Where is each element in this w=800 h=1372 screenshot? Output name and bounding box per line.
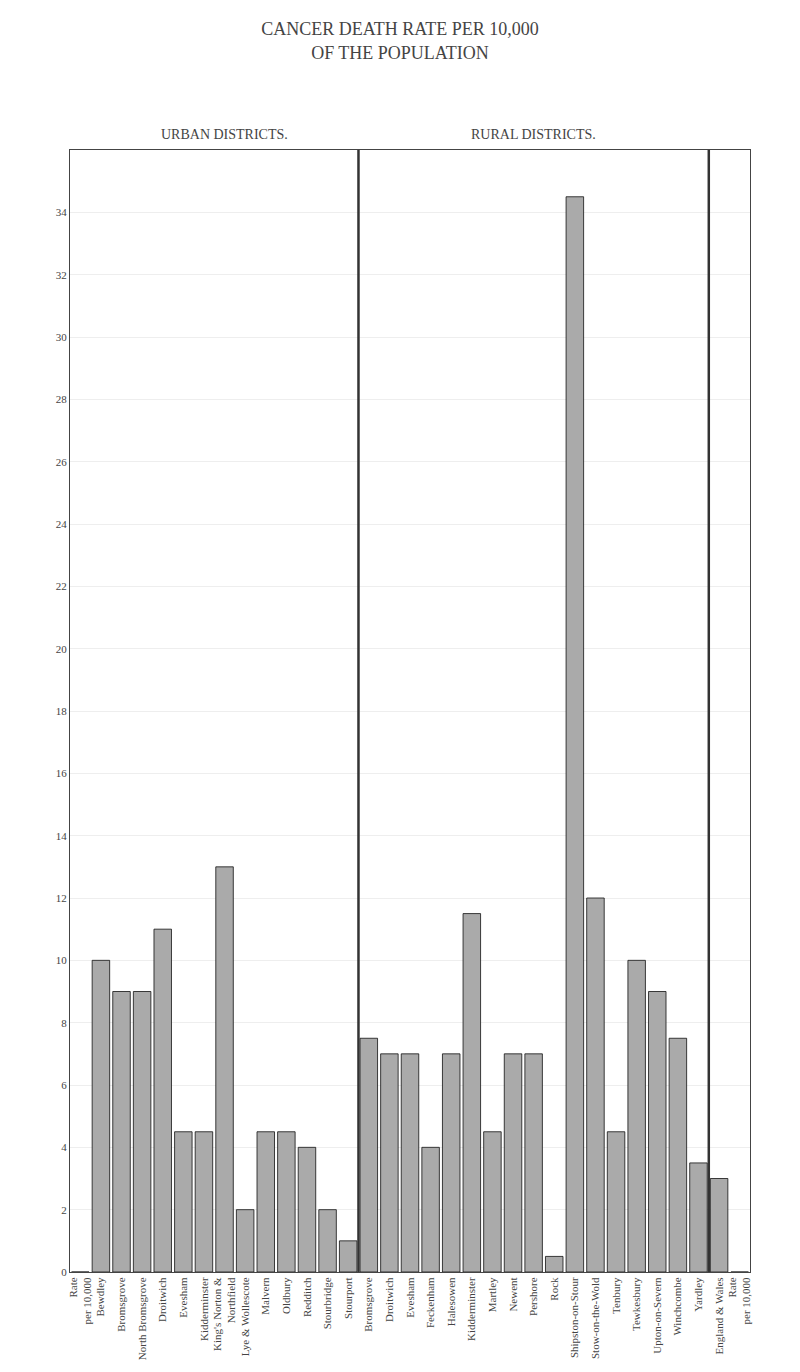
svg-text:Bromsgrove: Bromsgrove [115,1277,127,1332]
svg-text:18: 18 [56,705,68,717]
svg-text:Bromsgrove: Bromsgrove [362,1277,374,1332]
svg-text:Droitwich: Droitwich [156,1277,168,1322]
svg-text:Pershore: Pershore [527,1277,539,1316]
svg-text:4: 4 [61,1141,67,1153]
svg-text:12: 12 [56,892,67,904]
svg-text:Martley: Martley [486,1277,498,1312]
svg-text:Evesham: Evesham [177,1277,189,1318]
svg-text:Bewdley: Bewdley [94,1277,106,1317]
svg-text:Droitwich: Droitwich [383,1277,395,1322]
svg-text:Lye & Wollescote: Lye & Wollescote [239,1277,251,1356]
svg-text:Upton-on-Severn: Upton-on-Severn [651,1277,663,1354]
svg-text:6: 6 [61,1079,67,1091]
svg-text:24: 24 [56,518,68,530]
svg-text:Malvern: Malvern [259,1277,271,1315]
svg-text:Halesowen: Halesowen [445,1277,457,1326]
svg-text:16: 16 [56,767,68,779]
svg-text:28: 28 [56,393,68,405]
svg-text:Stourbridge: Stourbridge [321,1277,333,1329]
svg-text:Kidderminster: Kidderminster [465,1277,477,1341]
svg-text:Tewkesbury: Tewkesbury [630,1277,642,1331]
svg-text:Newent: Newent [507,1277,519,1311]
svg-text:Rateper 10,000: Rateper 10,000 [726,1277,752,1325]
svg-text:Yardley: Yardley [692,1277,704,1312]
svg-text:26: 26 [56,456,68,468]
svg-text:Shipston-on-Stour: Shipston-on-Stour [568,1277,580,1358]
svg-text:Evesham: Evesham [404,1277,416,1318]
svg-text:34: 34 [56,206,68,218]
svg-text:Stow-on-the-Wold: Stow-on-the-Wold [589,1277,601,1359]
svg-text:CANCER DEATH RATE PER 10,000OF: CANCER DEATH RATE PER 10,000OF THE POPUL… [261,19,539,62]
svg-text:Tenbury: Tenbury [610,1277,622,1314]
svg-text:North Bromsgrove: North Bromsgrove [136,1277,148,1360]
svg-text:8: 8 [61,1017,67,1029]
svg-text:22: 22 [56,580,67,592]
svg-text:30: 30 [56,331,68,343]
svg-text:10: 10 [56,954,68,966]
svg-text:Winchcombe: Winchcombe [671,1277,683,1335]
svg-text:Oldbury: Oldbury [280,1277,292,1314]
svg-text:0: 0 [61,1266,67,1278]
svg-text:RURAL DISTRICTS.: RURAL DISTRICTS. [471,127,596,142]
svg-text:King's Norton &Northfield: King's Norton &Northfield [211,1277,237,1351]
svg-text:Feckenham: Feckenham [424,1277,436,1328]
svg-text:2: 2 [61,1204,67,1216]
svg-text:Redditch: Redditch [301,1277,313,1317]
svg-text:Rateper 10,000: Rateper 10,000 [67,1277,93,1325]
svg-text:Rock: Rock [548,1277,560,1301]
svg-text:Stourport: Stourport [342,1277,354,1319]
svg-text:14: 14 [56,830,68,842]
svg-text:32: 32 [56,269,67,281]
svg-text:England & Wales: England & Wales [713,1277,725,1354]
svg-text:20: 20 [56,643,68,655]
svg-text:Kidderminster: Kidderminster [198,1277,210,1341]
svg-text:URBAN DISTRICTS.: URBAN DISTRICTS. [161,127,288,142]
